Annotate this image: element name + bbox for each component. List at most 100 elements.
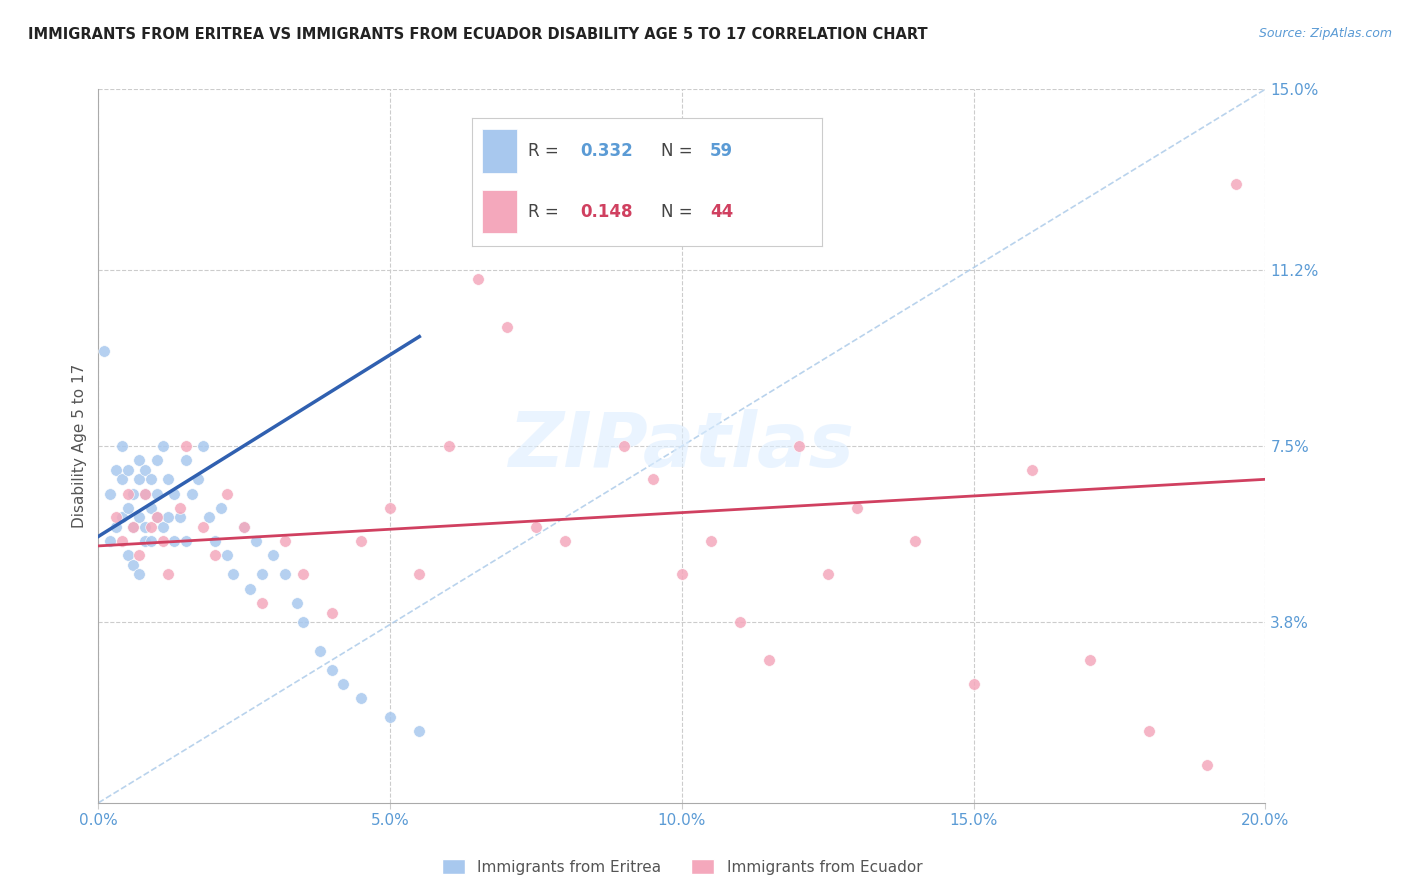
Point [204,549,226,563]
Point [180,486,202,500]
Point [128,472,150,486]
Point [1225,178,1247,192]
Point [1080,653,1102,667]
Point [612,439,634,453]
Point [104,520,127,534]
Point [139,520,162,534]
Point [221,567,243,582]
Point [437,439,460,453]
Point [378,500,402,515]
Point [146,486,169,500]
Point [117,463,139,477]
Point [174,534,197,549]
Point [117,486,139,500]
Point [671,567,693,582]
Point [321,663,343,677]
Point [787,439,810,453]
Point [204,534,226,549]
Point [134,534,156,549]
Text: ZIPatlas: ZIPatlas [509,409,855,483]
Point [157,567,180,582]
Point [728,615,751,629]
Point [93,343,115,358]
Point [174,453,197,467]
Point [152,520,174,534]
Point [239,582,262,596]
Point [152,534,174,549]
Point [274,534,297,549]
Point [187,472,209,486]
Y-axis label: Disability Age 5 to 17: Disability Age 5 to 17 [72,364,87,528]
Point [845,500,868,515]
Point [134,486,156,500]
Point [139,534,162,549]
Text: IMMIGRANTS FROM ERITREA VS IMMIGRANTS FROM ECUADOR DISABILITY AGE 5 TO 17 CORREL: IMMIGRANTS FROM ERITREA VS IMMIGRANTS FR… [28,27,928,42]
Point [98,534,121,549]
Point [146,510,169,524]
Point [111,534,134,549]
Point [134,520,156,534]
Legend: Immigrants from Eritrea, Immigrants from Ecuador: Immigrants from Eritrea, Immigrants from… [436,853,928,880]
Point [169,510,191,524]
Point [321,606,343,620]
Point [233,520,256,534]
Point [122,486,145,500]
Point [128,453,150,467]
Point [146,453,169,467]
Point [104,510,127,524]
Point [250,596,273,610]
Point [1021,463,1043,477]
Point [904,534,927,549]
Point [128,549,150,563]
Point [193,520,215,534]
Point [262,549,284,563]
Point [117,500,139,515]
Point [122,520,145,534]
Point [495,320,517,334]
Point [117,549,139,563]
Point [104,463,127,477]
Point [350,534,373,549]
Point [285,596,308,610]
Point [128,510,150,524]
Point [157,472,180,486]
Point [1195,757,1218,772]
Point [408,567,430,582]
Point [111,472,134,486]
Point [758,653,780,667]
Point [215,486,238,500]
Point [962,677,984,691]
Point [174,439,197,453]
Point [193,439,215,453]
Point [554,534,576,549]
Point [309,643,332,657]
Point [122,558,145,572]
Point [1137,724,1160,739]
Point [350,691,373,706]
Text: Source: ZipAtlas.com: Source: ZipAtlas.com [1258,27,1392,40]
Point [152,439,174,453]
Point [700,534,723,549]
Point [250,567,273,582]
Point [291,615,314,629]
Point [146,510,169,524]
Point [245,534,267,549]
Point [98,486,121,500]
Point [134,463,156,477]
Point [233,520,256,534]
Point [291,567,314,582]
Point [169,500,191,515]
Point [163,534,186,549]
Point [139,500,162,515]
Point [641,472,664,486]
Point [274,567,297,582]
Point [122,520,145,534]
Point [215,549,238,563]
Point [332,677,354,691]
Point [111,510,134,524]
Point [128,567,150,582]
Point [378,710,402,724]
Point [134,486,156,500]
Point [198,510,221,524]
Point [157,510,180,524]
